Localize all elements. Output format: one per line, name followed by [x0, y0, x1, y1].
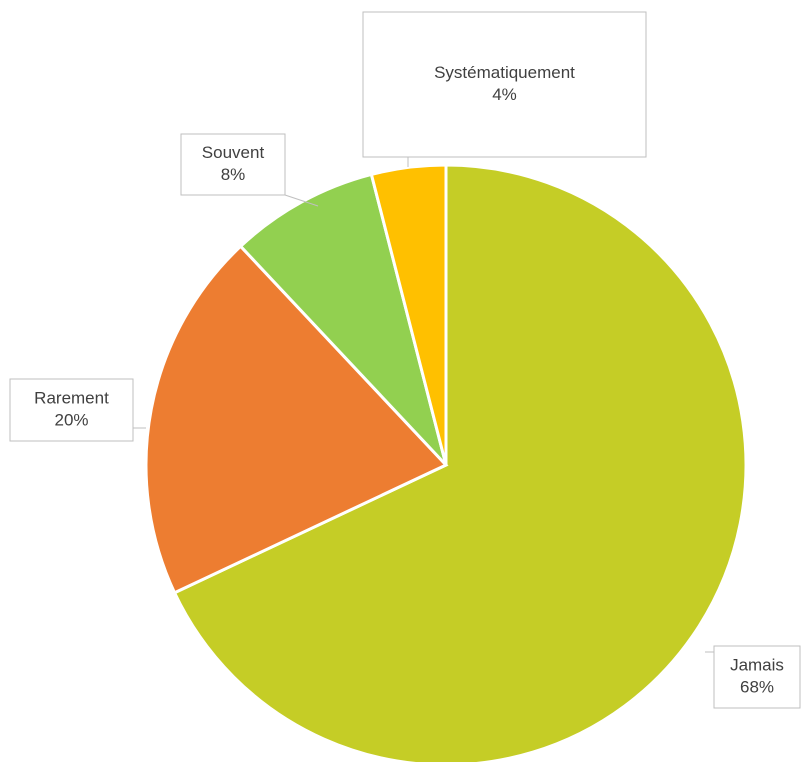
pie-slice: [144, 244, 449, 595]
pie-slice: [369, 163, 448, 466]
slice-value-label: 20%: [54, 410, 88, 429]
slice-value-label: 4%: [492, 85, 517, 104]
label-box: [713, 645, 801, 709]
label-box: [362, 11, 647, 158]
callout-line: [284, 194, 319, 207]
pie-slice: [172, 163, 748, 762]
label-box: [180, 133, 286, 196]
slice-label: Rarement: [34, 388, 109, 407]
pie-slice: [238, 172, 448, 467]
slice-label: Systématiquement: [434, 63, 575, 82]
slice-value-label: 8%: [221, 165, 246, 184]
slice-label: Jamais: [730, 655, 784, 674]
slice-value-label: 68%: [740, 677, 774, 696]
label-box: [9, 378, 134, 442]
slice-label: Souvent: [202, 143, 265, 162]
